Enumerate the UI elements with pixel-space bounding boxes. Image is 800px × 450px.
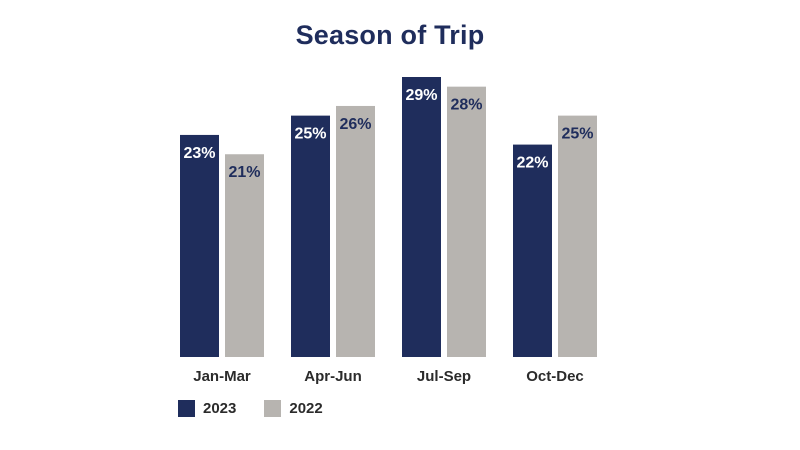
data-label-2023-Jan-Mar: 23%	[183, 145, 215, 162]
data-label-2023-Jul-Sep: 29%	[405, 87, 437, 104]
legend-swatch-2023	[178, 400, 195, 417]
category-label-Oct-Dec: Oct-Dec	[526, 368, 584, 385]
category-label-Jan-Mar: Jan-Mar	[193, 368, 251, 385]
category-label-Apr-Jun: Apr-Jun	[304, 368, 362, 385]
category-label-Jul-Sep: Jul-Sep	[417, 368, 471, 385]
data-label-2023-Apr-Jun: 25%	[294, 126, 326, 143]
data-label-2023-Oct-Dec: 22%	[516, 155, 548, 172]
legend-label-2023: 2023	[203, 400, 237, 417]
bar-2022-Oct-Dec	[558, 115, 597, 357]
data-label-2022-Jul-Sep: 28%	[450, 97, 482, 114]
legend: 2023 2022	[178, 400, 351, 417]
legend-item-2022: 2022	[264, 400, 323, 417]
bar-2022-Apr-Jun	[336, 105, 375, 357]
legend-label-2022: 2022	[289, 400, 323, 417]
bar-2022-Jul-Sep	[447, 86, 486, 357]
data-label-2022-Oct-Dec: 25%	[561, 126, 593, 143]
bar-2023-Jul-Sep	[402, 77, 441, 357]
bar-2022-Jan-Mar	[225, 154, 264, 357]
chart-title: Season of Trip	[295, 20, 485, 50]
bar-2023-Oct-Dec	[513, 144, 552, 357]
legend-item-2023: 2023	[178, 400, 236, 417]
data-label-2022-Jan-Mar: 21%	[228, 164, 260, 181]
legend-swatch-2022	[264, 400, 282, 417]
bar-2023-Jan-Mar	[180, 134, 219, 357]
bar-2023-Apr-Jun	[291, 115, 330, 357]
data-label-2022-Apr-Jun: 26%	[339, 116, 371, 133]
